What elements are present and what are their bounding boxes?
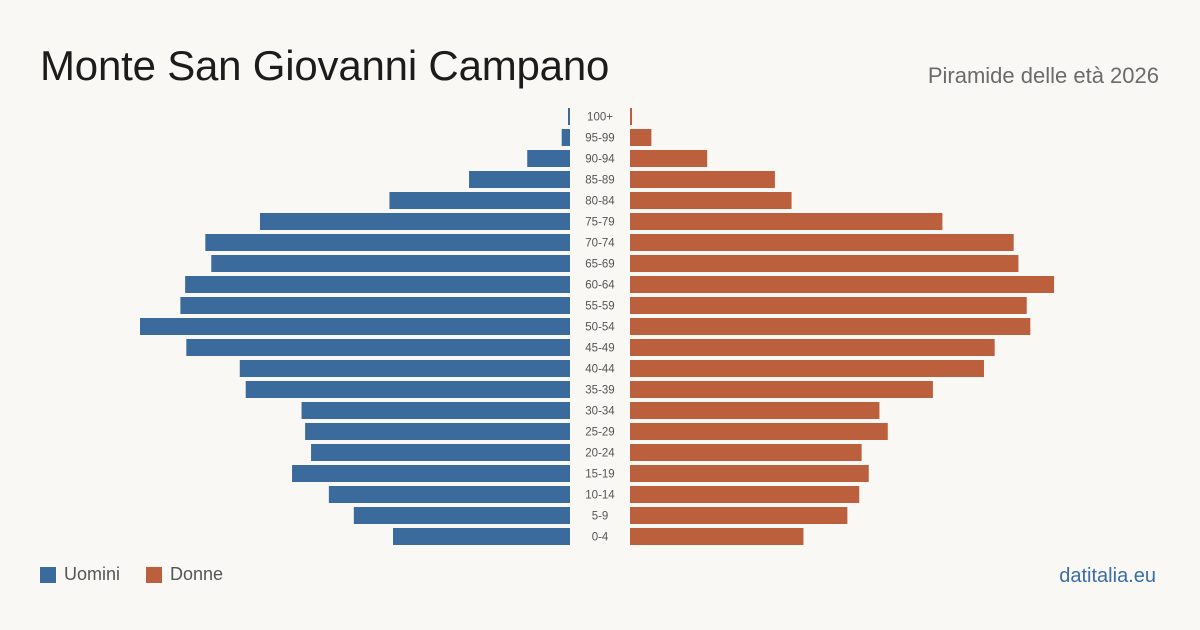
bar-male-20-24: [311, 444, 570, 461]
source-link[interactable]: datitalia.eu: [1059, 565, 1156, 587]
bar-male-10-14: [328, 486, 570, 503]
bar-male-75-79: [259, 213, 570, 230]
bar-female-55-59: [630, 297, 1027, 314]
age-group-label: 95-99: [585, 133, 614, 145]
age-group-label: 90-94: [585, 154, 615, 166]
chart-legend: Uomini Donne: [40, 564, 249, 585]
age-group-label: 75-79: [585, 217, 614, 229]
age-group-label: 85-89: [585, 175, 614, 187]
age-group-label: 10-14: [585, 490, 615, 502]
bar-male-80-84: [389, 192, 570, 209]
bar-female-85-89: [630, 171, 775, 188]
legend-item-male: Uomini: [40, 564, 120, 585]
bar-female-0-4: [630, 528, 804, 545]
bar-male-55-59: [180, 297, 571, 314]
age-group-label: 20-24: [585, 448, 615, 460]
age-group-label: 30-34: [585, 406, 615, 418]
bar-female-80-84: [630, 192, 792, 209]
bar-male-70-74: [205, 234, 571, 251]
age-group-label: 45-49: [585, 343, 614, 355]
bar-male-65-69: [211, 255, 570, 272]
age-group-label: 5-9: [592, 511, 609, 523]
bar-female-65-69: [630, 255, 1019, 272]
bar-female-30-34: [630, 402, 880, 419]
bar-female-40-44: [630, 360, 984, 377]
bar-female-70-74: [630, 234, 1014, 251]
bar-female-45-49: [630, 339, 995, 356]
age-group-label: 0-4: [592, 532, 609, 544]
bar-female-35-39: [630, 381, 933, 398]
age-group-label: 55-59: [585, 301, 614, 313]
bar-male-40-44: [239, 360, 571, 377]
bar-male-35-39: [245, 381, 570, 398]
bar-female-60-64: [630, 276, 1055, 293]
chart-subtitle: Piramide delle età 2026: [927, 63, 1159, 88]
bar-male-25-29: [305, 423, 570, 440]
legend-label-female: Donne: [170, 564, 224, 584]
bar-male-5-9: [353, 507, 570, 524]
legend-swatch-female: [146, 566, 163, 583]
bar-male-15-19: [292, 465, 570, 482]
age-group-label: 80-84: [585, 196, 615, 208]
bar-female-75-79: [630, 213, 943, 230]
bar-female-5-9: [630, 507, 848, 524]
bar-male-90-94: [527, 150, 570, 167]
bar-female-100+: [630, 108, 632, 125]
bar-male-100+: [568, 108, 570, 125]
age-group-label: 25-29: [585, 427, 614, 439]
legend-item-female: Donne: [146, 564, 223, 585]
bar-female-10-14: [630, 486, 860, 503]
bar-female-20-24: [630, 444, 862, 461]
bar-female-50-54: [630, 318, 1031, 335]
bar-female-90-94: [630, 150, 708, 167]
age-group-label: 60-64: [585, 280, 615, 292]
legend-label-male: Uomini: [64, 564, 121, 584]
bar-male-0-4: [393, 528, 570, 545]
chart-title: Monte San Giovanni Campano: [40, 42, 610, 89]
age-group-label: 65-69: [585, 259, 614, 271]
bar-male-50-54: [140, 318, 570, 335]
bar-female-25-29: [630, 423, 888, 440]
age-group-label: 70-74: [585, 238, 615, 250]
age-group-label: 50-54: [585, 322, 615, 334]
bar-male-60-64: [185, 276, 570, 293]
bar-male-45-49: [186, 339, 570, 356]
age-group-label: 15-19: [585, 469, 614, 481]
age-group-label: 40-44: [585, 364, 615, 376]
bar-male-95-99: [561, 129, 570, 146]
age-group-label: 100+: [587, 112, 613, 124]
bar-male-85-89: [469, 171, 570, 188]
legend-swatch-male: [40, 566, 56, 583]
age-group-label: 35-39: [585, 385, 614, 397]
bar-female-95-99: [630, 129, 652, 146]
bar-female-15-19: [630, 465, 869, 482]
bar-male-30-34: [301, 402, 570, 419]
